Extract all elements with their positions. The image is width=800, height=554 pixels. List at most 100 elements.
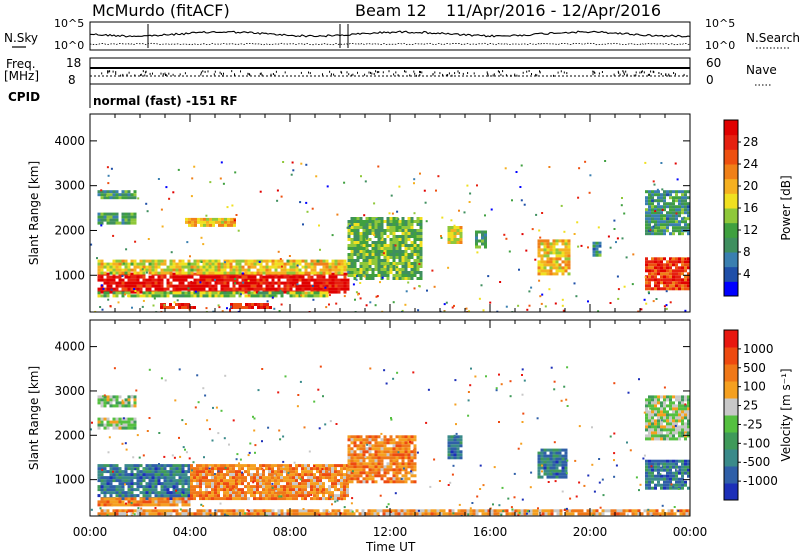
range-cell: [427, 512, 431, 516]
range-cell: [361, 509, 365, 513]
range-cell: [208, 262, 212, 266]
range-cell: [253, 491, 256, 495]
range-cell: [681, 284, 684, 288]
range-cell: [205, 464, 208, 468]
freq-tick-bottom: 8: [68, 73, 76, 87]
range-cell: [678, 196, 681, 200]
range-cell: [371, 468, 375, 472]
range-cell: [145, 470, 149, 474]
range-cell: [669, 278, 672, 282]
range-cell: [103, 287, 107, 291]
range-cell: [109, 395, 113, 399]
range-cell: [552, 239, 556, 243]
range-cell: [407, 277, 411, 280]
range-cell: [660, 425, 663, 429]
range-cell: [163, 268, 167, 272]
range-cell: [166, 287, 170, 291]
range-cell: [687, 395, 690, 399]
range-cell: [362, 253, 366, 256]
range-cell: [301, 509, 305, 513]
range-cell: [133, 476, 137, 480]
scatter-cell: [588, 191, 591, 194]
range-cell: [304, 271, 308, 275]
freq-mark: [557, 71, 559, 74]
range-cell: [555, 269, 559, 273]
range-cell: [681, 407, 684, 411]
range-cell: [130, 193, 134, 197]
range-cell: [106, 500, 110, 504]
range-cell: [133, 262, 137, 266]
range-cell: [684, 208, 687, 212]
range-cell: [555, 469, 559, 473]
range-cell: [103, 291, 107, 295]
range-cell: [678, 410, 681, 414]
range-cell: [289, 287, 293, 291]
range-cell: [133, 278, 137, 282]
range-cell: [651, 459, 654, 463]
range-cell: [178, 303, 181, 306]
range-cell: [663, 214, 666, 218]
scatter-cell: [160, 208, 163, 211]
range-cell: [274, 275, 278, 279]
range-cell: [672, 272, 675, 276]
range-cell: [172, 262, 176, 266]
range-cell: [511, 509, 515, 513]
range-cell: [121, 488, 125, 492]
range-cell: [681, 272, 684, 276]
range-cell: [199, 291, 203, 295]
range-cell: [304, 259, 308, 263]
scatter-cell: [200, 261, 203, 263]
range-cell: [169, 268, 173, 272]
range-cell: [97, 265, 101, 269]
range-cell: [484, 230, 487, 234]
range-cell: [112, 193, 116, 197]
freq-mark: [448, 72, 450, 75]
range-cell: [214, 485, 217, 489]
range-cell: [337, 278, 341, 282]
range-cell: [561, 242, 565, 246]
freq-mark: [593, 70, 595, 73]
range-cell: [687, 471, 690, 475]
range-cell: [675, 223, 678, 227]
range-cell: [340, 278, 344, 282]
range-cell: [151, 482, 155, 486]
colorbar-swatch: [724, 281, 738, 297]
range-cell: [166, 306, 169, 309]
range-cell: [223, 467, 226, 471]
range-cell: [166, 509, 170, 513]
range-cell: [681, 413, 684, 417]
range-cell: [241, 512, 245, 516]
range-cell: [256, 491, 259, 495]
range-cell: [310, 470, 313, 474]
range-cell: [368, 220, 372, 223]
range-cell: [127, 275, 131, 279]
range-cell: [371, 277, 375, 280]
range-cell: [392, 244, 396, 247]
range-cell: [669, 208, 672, 212]
range-cell: [398, 274, 402, 277]
range-cell: [139, 470, 143, 474]
range-cell: [304, 467, 307, 471]
range-cell: [669, 413, 672, 417]
range-cell: [242, 306, 245, 309]
range-cell: [374, 259, 378, 262]
range-cell: [672, 196, 675, 200]
scatter-cell: [469, 192, 472, 195]
range-cell: [553, 509, 557, 513]
range-cell: [100, 476, 104, 480]
range-cell: [145, 265, 149, 269]
range-cell: [115, 398, 119, 402]
range-cell: [292, 473, 295, 477]
scatter-cell: [390, 194, 393, 197]
range-cell: [103, 281, 107, 285]
range-cell: [253, 476, 256, 480]
scatter-cell: [352, 283, 355, 286]
range-cell: [208, 473, 211, 477]
range-cell: [319, 473, 322, 477]
range-cell: [223, 479, 226, 483]
range-cell: [334, 464, 337, 468]
range-cell: [651, 407, 654, 411]
range-cell: [684, 269, 687, 273]
range-cell: [359, 456, 363, 460]
scatter-cell: [620, 204, 623, 207]
